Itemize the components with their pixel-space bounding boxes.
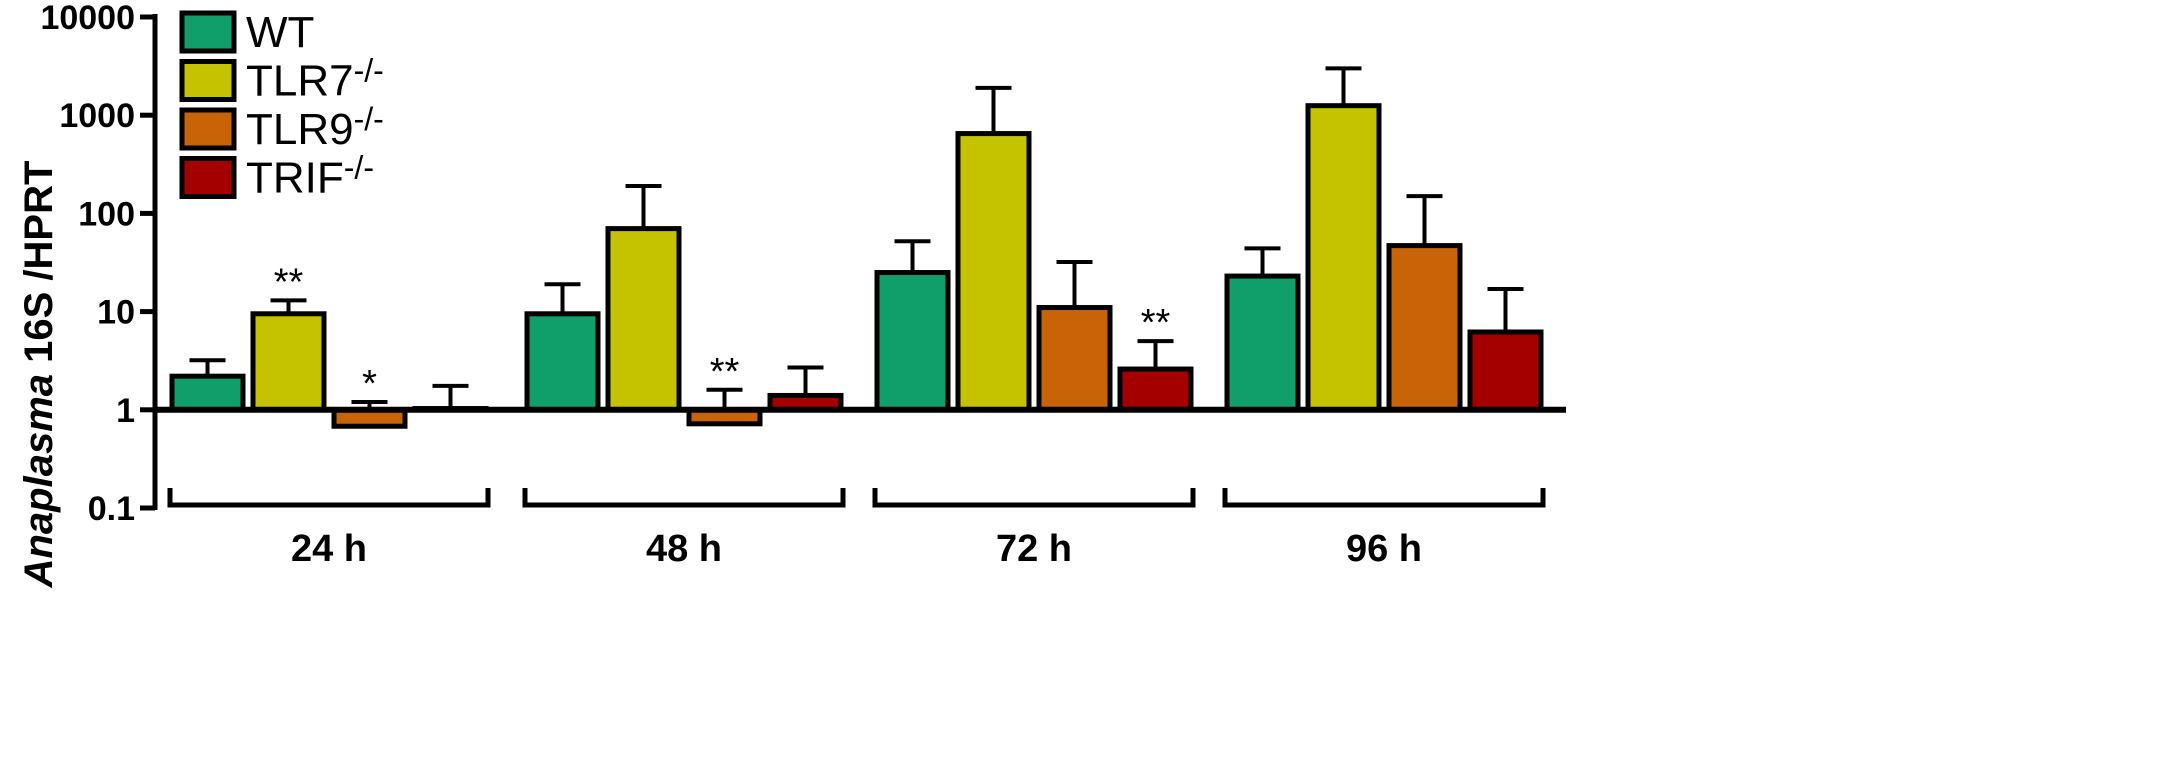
y-tick-label: 0.1	[88, 490, 135, 528]
significance-label: *	[362, 363, 377, 405]
group-bracket	[1222, 488, 1546, 508]
significance-label: **	[1141, 302, 1171, 344]
x-tick-label: 96 h	[1346, 528, 1422, 570]
bars: *** ****	[169, 66, 1544, 429]
group-brackets: 24 h 48 h 72 h 96 h	[167, 488, 1546, 570]
y-axis: 0.1 1 10 100 1000 10000	[40, 0, 158, 528]
y-tick-label: 10000	[40, 0, 135, 37]
bar	[1467, 329, 1544, 413]
legend-label: TRIF-/-	[246, 150, 374, 203]
legend-swatch	[179, 59, 237, 102]
bar	[1117, 366, 1194, 413]
x-tick-label: 24 h	[291, 528, 367, 570]
y-axis-label: Anaplasma 16S /HPRT	[17, 161, 61, 589]
legend-label: TLR9-/-	[246, 101, 384, 154]
y-tick-label: 1	[116, 392, 135, 430]
bar	[1224, 273, 1301, 413]
y-tick-label: 1000	[59, 97, 135, 135]
legend-swatch	[179, 156, 237, 199]
bar	[1305, 103, 1382, 413]
y-tick-label: 100	[78, 195, 135, 233]
legend-swatch	[179, 10, 237, 54]
legend-label-superscript: -/-	[354, 53, 384, 89]
y-tick-label: 10	[97, 294, 135, 332]
x-tick-label: 48 h	[646, 528, 722, 570]
bar	[605, 226, 682, 413]
legend-label: WT	[246, 8, 314, 57]
significance-label: **	[710, 351, 740, 393]
legend-label: TLR7-/-	[246, 53, 384, 106]
bar	[524, 311, 601, 413]
legend-label-base: WT	[246, 8, 314, 57]
x-tick-label: 72 h	[996, 528, 1072, 570]
legend-swatch	[179, 107, 237, 151]
bar	[1036, 305, 1113, 413]
bar	[955, 131, 1032, 413]
legend-label-base: TLR7	[246, 57, 354, 106]
y-axis-label-text: Anaplasma 16S /HPRT	[17, 161, 61, 589]
legend-label-superscript: -/-	[354, 101, 384, 137]
legend-label-base: TRIF	[246, 154, 344, 203]
bar	[250, 311, 327, 413]
bar	[874, 270, 951, 413]
group-bracket	[522, 488, 846, 508]
legend-label-base: TLR9	[246, 105, 354, 154]
group-bracket	[167, 488, 491, 508]
bar	[169, 373, 246, 413]
bar	[1386, 243, 1463, 413]
legend-label-superscript: -/-	[344, 150, 374, 186]
significance-label: **	[274, 261, 304, 303]
group-bracket	[872, 488, 1196, 508]
